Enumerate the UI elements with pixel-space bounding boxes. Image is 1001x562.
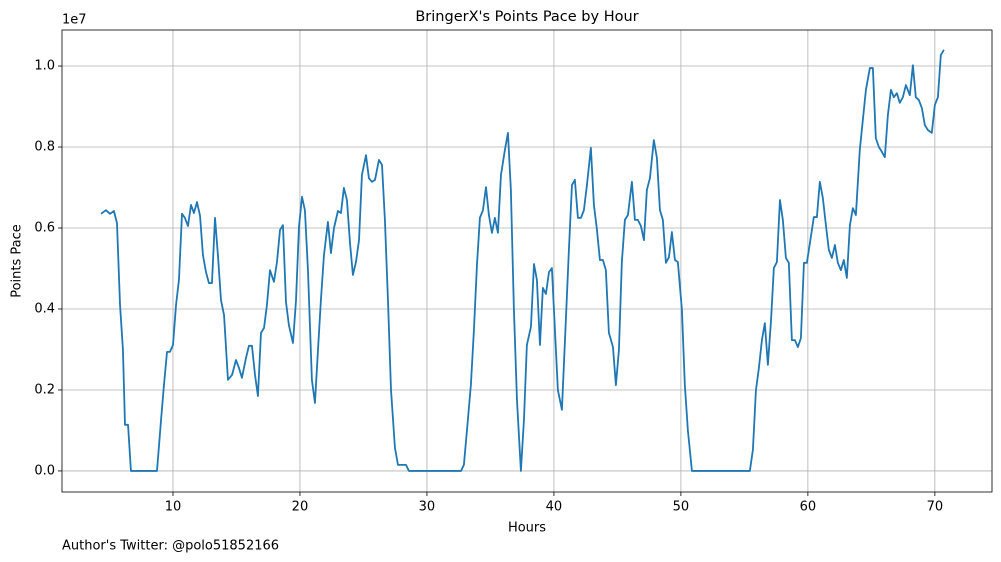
x-tick-label: 20 — [292, 500, 309, 515]
x-tick-label: 50 — [673, 500, 690, 515]
data-line — [100, 49, 945, 472]
y-tick-label: 1.0 — [34, 59, 55, 74]
x-tick-label: 60 — [800, 500, 817, 515]
x-tick-label: 40 — [546, 500, 563, 515]
x-tick-label: 10 — [165, 500, 182, 515]
chart-title: BringerX's Points Pace by Hour — [415, 9, 638, 25]
plot-frame — [61, 29, 993, 493]
y-tick-label: 0.6 — [34, 221, 55, 236]
footer: Author's Twitter: @polo51852166 — [62, 539, 279, 554]
x-axis-label: Hours — [508, 521, 546, 536]
y-tick-label: 0.8 — [34, 140, 55, 155]
y-tick-label: 0.2 — [34, 382, 55, 397]
y-tick-label: 0.0 — [34, 463, 55, 478]
y-tick-label: 0.4 — [34, 301, 55, 316]
y-offset-label: 1e7 — [62, 13, 87, 28]
x-tick-label: 70 — [927, 500, 944, 515]
y-axis-label: Points Pace — [10, 224, 25, 298]
x-tick-label: 30 — [419, 500, 436, 515]
